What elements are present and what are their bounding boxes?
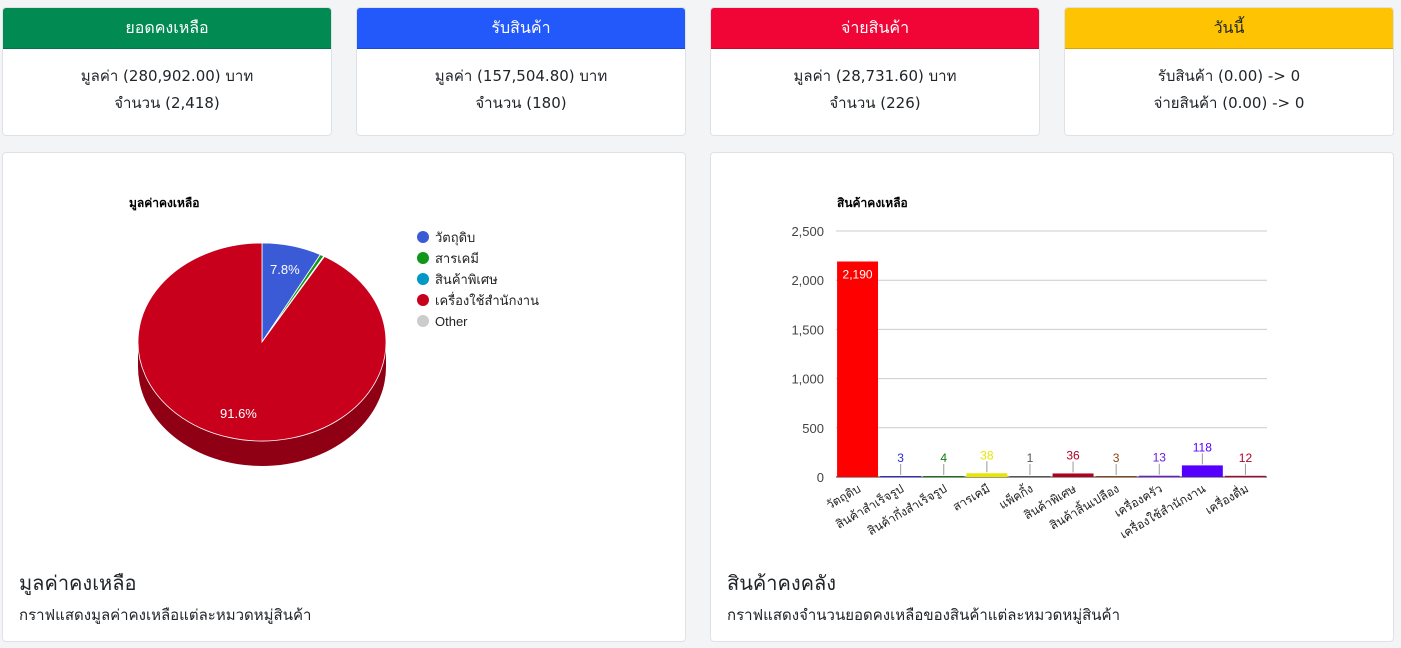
stat-value-line: มูลค่า (28,731.60) บาท bbox=[793, 67, 957, 85]
legend-swatch bbox=[417, 252, 429, 264]
stat-count-line: จำนวน (180) bbox=[475, 94, 567, 112]
bar-chart-panel: สินค้าคงเหลือ 0 500 1,000 1,500 2,000 2,500 2,1… bbox=[710, 152, 1394, 642]
stat-value-line: มูลค่า (157,504.80) บาท bbox=[434, 67, 608, 85]
stat-card-header: ยอดคงเหลือ bbox=[3, 8, 331, 49]
pie-panel-heading: มูลค่าคงเหลือ bbox=[19, 571, 137, 595]
stat-count-line: จำนวน (226) bbox=[829, 94, 921, 112]
stat-receive-today: รับสินค้า (0.00) -> 0 bbox=[1157, 67, 1301, 85]
bar-value-label: 4 bbox=[940, 451, 947, 465]
bar[interactable] bbox=[1224, 475, 1266, 477]
pie-chart: มูลค่าคงเหลือ 7.8% 91.6% วัตถุดิบสารเคมีสิน… bbox=[129, 196, 539, 466]
stat-card-header: จ่ายสินค้า bbox=[711, 8, 1039, 49]
y-tick-label: 500 bbox=[802, 421, 824, 436]
stat-issue-today: จ่ายสินค้า (0.00) -> 0 bbox=[1153, 94, 1305, 112]
bar[interactable] bbox=[1009, 476, 1051, 477]
bar-value-label: 1 bbox=[1027, 451, 1034, 465]
bar-value-label: 12 bbox=[1239, 451, 1253, 465]
bar-value-label: 3 bbox=[1113, 451, 1120, 465]
bar-panel-description: กราฟแสดงจำนวนยอดคงเหลือของสินค้าแต่ละหมว… bbox=[727, 606, 1121, 624]
x-tick-label: สารเคมี bbox=[950, 481, 992, 513]
bar[interactable] bbox=[923, 476, 965, 477]
legend-swatch bbox=[417, 231, 429, 243]
bar[interactable] bbox=[1095, 476, 1137, 477]
y-tick-label: 0 bbox=[817, 470, 824, 485]
bar[interactable] bbox=[837, 261, 879, 477]
legend-label[interactable]: สารเคมี bbox=[435, 251, 479, 266]
bar-value-label: 13 bbox=[1153, 451, 1167, 465]
y-tick-label: 2,500 bbox=[791, 224, 824, 239]
y-tick-label: 2,000 bbox=[791, 273, 824, 288]
stat-card-issue: จ่ายสินค้า มูลค่า (28,731.60) บาท จำนวน … bbox=[710, 7, 1040, 136]
legend-swatch bbox=[417, 315, 429, 327]
bar[interactable] bbox=[1181, 465, 1223, 477]
legend-label[interactable]: สินค้าพิเศษ bbox=[435, 272, 498, 287]
y-tick-label: 1,500 bbox=[791, 322, 824, 337]
bar-panel-heading: สินค้าคงคลัง bbox=[727, 571, 837, 595]
bar[interactable] bbox=[1052, 473, 1094, 477]
stat-card-header: วันนี้ bbox=[1065, 8, 1393, 49]
legend-swatch bbox=[417, 273, 429, 285]
legend-label[interactable]: Other bbox=[435, 314, 468, 329]
y-tick-label: 1,000 bbox=[791, 372, 824, 387]
legend-label[interactable]: วัตถุดิบ bbox=[435, 230, 475, 246]
stat-card-today: วันนี้ รับสินค้า (0.00) -> 0 จ่ายสินค้า … bbox=[1064, 7, 1394, 136]
stat-card-balance: ยอดคงเหลือ มูลค่า (280,902.00) บาท จำนวน… bbox=[2, 7, 332, 136]
pie-data-label: 7.8% bbox=[270, 262, 300, 277]
bar-value-label: 38 bbox=[980, 448, 994, 462]
stat-card-receive: รับสินค้า มูลค่า (157,504.80) บาท จำนวน … bbox=[356, 7, 686, 136]
pie-chart-title: มูลค่าคงเหลือ bbox=[129, 196, 200, 211]
bar-chart-title: สินค้าคงเหลือ bbox=[837, 196, 908, 210]
bar[interactable] bbox=[1138, 475, 1180, 477]
bar-value-label: 3 bbox=[897, 451, 904, 465]
bar-value-label: 2,190 bbox=[843, 268, 873, 282]
legend-label[interactable]: เครื่องใช้สำนักงาน bbox=[435, 292, 539, 308]
stat-count-line: จำนวน (2,418) bbox=[114, 94, 220, 112]
pie-data-label: 91.6% bbox=[220, 406, 257, 421]
pie-panel-description: กราฟแสดงมูลค่าคงเหลือแต่ละหมวดหมู่สินค้า bbox=[19, 606, 312, 624]
x-tick-label: เครื่องดื่ม bbox=[1202, 480, 1251, 518]
pie-chart-panel: มูลค่าคงเหลือ 7.8% 91.6% วัตถุดิบสารเคมีสิน… bbox=[2, 152, 686, 642]
legend-swatch bbox=[417, 294, 429, 306]
pie-slice[interactable] bbox=[137, 242, 387, 442]
bar-value-label: 118 bbox=[1193, 440, 1212, 454]
stat-card-header: รับสินค้า bbox=[357, 8, 685, 49]
stat-value-line: มูลค่า (280,902.00) บาท bbox=[80, 67, 254, 85]
bar-value-label: 36 bbox=[1066, 448, 1080, 462]
x-tick-label: สินค้าสิ้นเปลือง bbox=[1046, 480, 1122, 533]
bar-chart: สินค้าคงเหลือ 0 500 1,000 1,500 2,000 2,500 2,1… bbox=[791, 196, 1267, 542]
bar[interactable] bbox=[880, 476, 922, 477]
bar[interactable] bbox=[966, 473, 1008, 477]
